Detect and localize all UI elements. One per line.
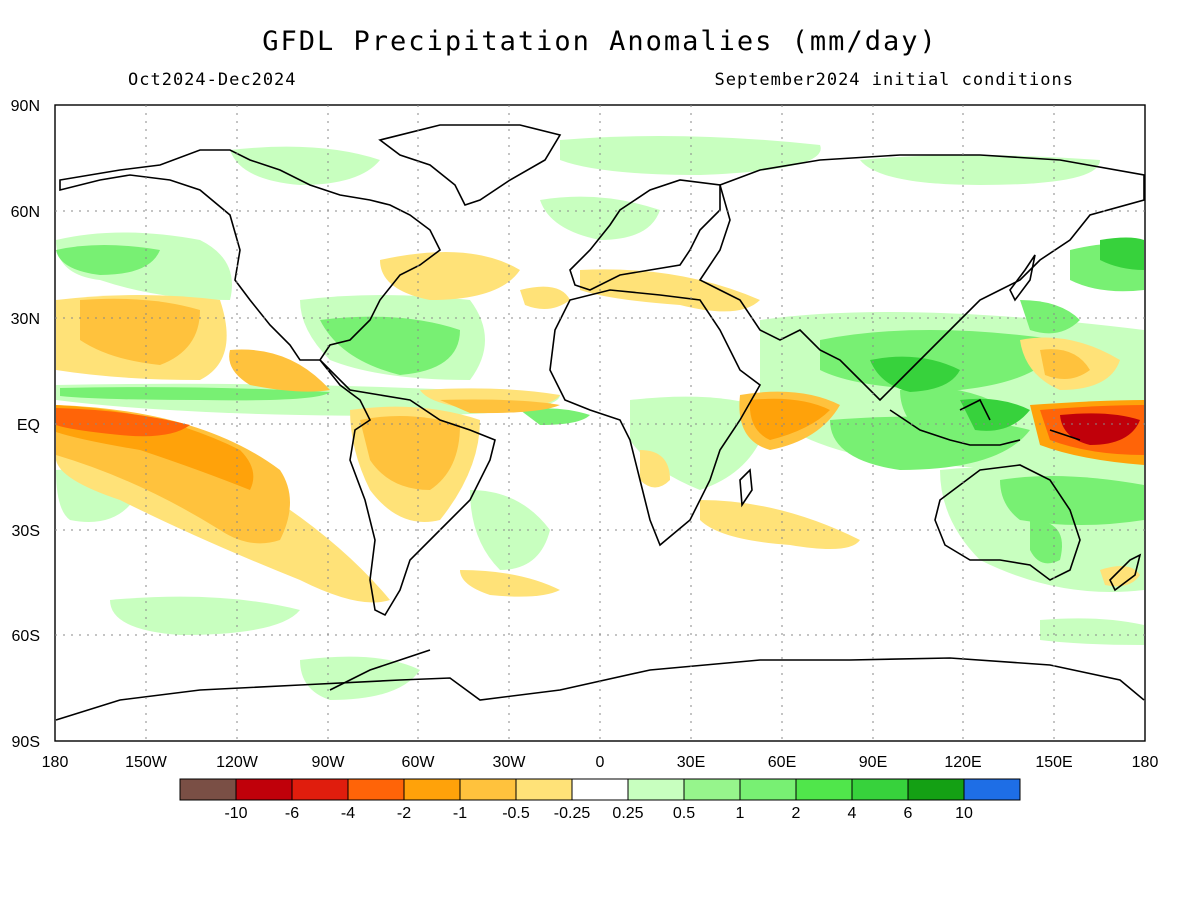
colorbar-swatch (403, 778, 461, 801)
anomaly-fields (56, 136, 1144, 700)
colorbar-label: 1 (736, 805, 745, 822)
colorbar-swatch (235, 778, 293, 801)
colorbar-label: 4 (848, 805, 857, 822)
colorbar-swatch (851, 778, 909, 801)
lat-labels: 90N 60N 30N EQ 30S 60S 90S (11, 98, 40, 751)
colorbar-label: -1 (453, 805, 467, 822)
colorbar-label: -2 (397, 805, 411, 822)
colorbar-label: -0.25 (554, 805, 591, 822)
colorbar-swatch (347, 778, 405, 801)
colorbar-swatch (179, 778, 237, 801)
lon-label: 90E (859, 754, 887, 771)
colorbar (179, 778, 1021, 801)
coastlines (55, 124, 1145, 721)
lat-label: 30S (12, 523, 40, 540)
lat-label: 90S (12, 734, 40, 751)
colorbar-label: 6 (904, 805, 913, 822)
colorbar-swatch (291, 778, 349, 801)
forecast-period: Oct2024-Dec2024 (128, 70, 297, 90)
colorbar-label: 0.5 (673, 805, 695, 822)
lat-label: EQ (17, 417, 40, 434)
lon-label: 60W (402, 754, 436, 771)
colorbar-swatch (515, 778, 573, 801)
lat-label: 60S (12, 628, 40, 645)
colorbar-label: -6 (285, 805, 299, 822)
lat-label: 90N (11, 98, 40, 115)
colorbar-swatch (571, 778, 629, 801)
lon-label: 120E (944, 754, 981, 771)
lon-label: 150W (125, 754, 168, 771)
lon-label: 0 (596, 754, 605, 771)
lon-label: 180 (42, 754, 69, 771)
colorbar-label: 2 (792, 805, 801, 822)
initial-conditions: September2024 initial conditions (714, 70, 1074, 90)
colorbar-swatch (963, 778, 1021, 801)
lon-label: 60E (768, 754, 796, 771)
lon-label: 30E (677, 754, 705, 771)
colorbar-label: -10 (224, 805, 247, 822)
colorbar-swatch (795, 778, 853, 801)
colorbar-label: 10 (955, 805, 973, 822)
lon-labels: 180 150W 120W 90W 60W 30W 0 30E 60E 90E … (42, 754, 1159, 771)
lon-label: 90W (312, 754, 346, 771)
colorbar-swatch (627, 778, 685, 801)
lat-label: 60N (11, 204, 40, 221)
colorbar-swatch (683, 778, 741, 801)
lat-label: 30N (11, 311, 40, 328)
gridlines (55, 105, 1145, 741)
colorbar-swatch (739, 778, 797, 801)
colorbar-label: -0.5 (502, 805, 530, 822)
lon-label: 150E (1035, 754, 1072, 771)
colorbar-label: -4 (341, 805, 355, 822)
colorbar-labels: -10 -6 -4 -2 -1 -0.5 -0.25 0.25 0.5 1 2 4 6 10 (224, 805, 973, 822)
map-title: GFDL Precipitation Anomalies (mm/day) (262, 26, 938, 57)
lon-label: 30W (493, 754, 527, 771)
colorbar-swatch (907, 778, 965, 801)
colorbar-label: 0.25 (612, 805, 643, 822)
lon-label: 180 (1132, 754, 1159, 771)
colorbar-swatch (459, 778, 517, 801)
lon-label: 120W (216, 754, 259, 771)
